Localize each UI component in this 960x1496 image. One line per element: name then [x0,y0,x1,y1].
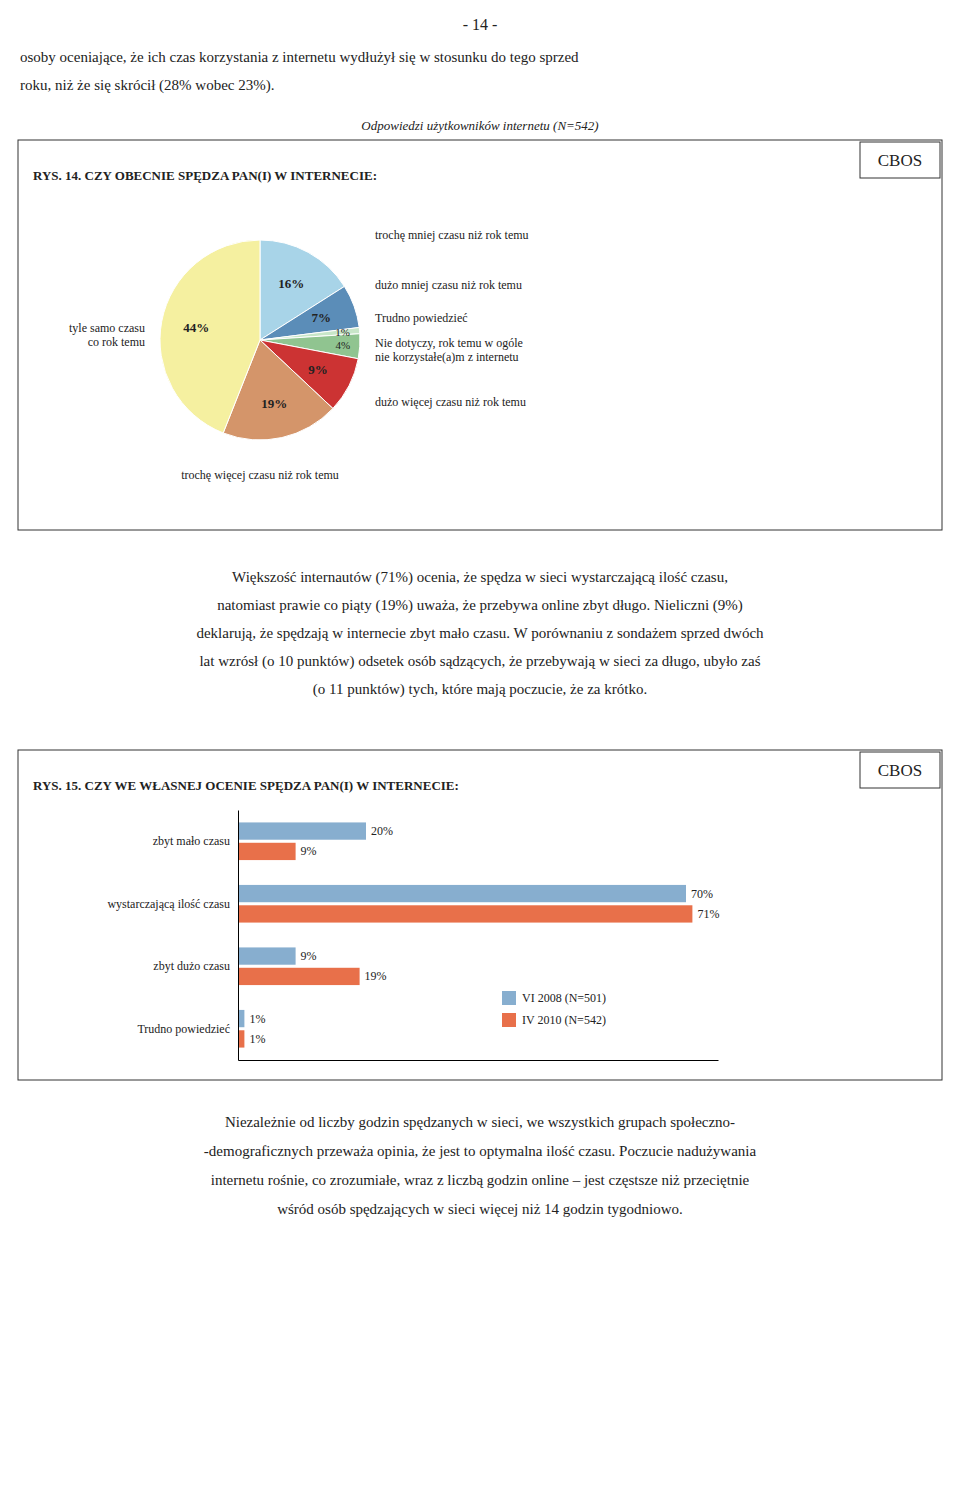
pie-slice [160,240,260,433]
pie-category-label: dużo więcej czasu niż rok temu [375,395,526,409]
legend-label: VI 2008 (N=501) [522,991,606,1005]
bar [238,885,686,902]
bar [238,822,366,839]
pie-slice [260,286,359,340]
paragraph-line: -demograficznych przeważa opinia, że jes… [204,1143,757,1159]
pie-value-label: 7% [311,310,331,325]
y-axis-line [238,811,239,1061]
pie-value-label: 4% [336,339,351,351]
bar-value-label: 9% [301,949,317,963]
source-label: CBOS [878,761,922,780]
pie-category-label: Nie dotyczy, rok temu w ogólenie korzyst… [375,336,523,364]
paragraph-line: roku, niż że się skrócił (28% wobec 23%)… [20,77,275,94]
chart-frame [18,140,942,530]
pie-value-label: 16% [278,276,304,291]
legend-swatch [502,991,516,1005]
y-tick: zbyt mało czasu [153,834,230,848]
pie-value-label: 1% [335,326,350,338]
page-number: - 14 - [463,16,498,33]
y-tick-label: wystarczającą ilość czasu [107,897,230,911]
pie-value-label: 19% [261,396,287,411]
pie-category-label: trochę więcej czasu niż rok temu [181,468,339,482]
pie-category-label: trochę mniej czasu niż rok temu [375,228,529,242]
y-tick: Trudno powiedzieć [137,1022,230,1036]
legend-label: IV 2010 (N=542) [522,1013,606,1027]
pie-category-label: dużo mniej czasu niż rok temu [375,278,522,292]
chart-frame [18,750,942,1080]
y-tick: zbyt dużo czasu [153,959,230,973]
bar-value-label: 20% [371,824,393,838]
bar-value-label: 19% [365,969,387,983]
bar [238,843,296,860]
pie-category-label: tyle samo czasuco rok temu [69,321,145,349]
paragraph-line: wśród osób spędzających w sieci więcej n… [277,1201,683,1217]
bar-value-label: 71% [697,907,719,921]
source-box [860,752,940,788]
paragraph-line: Niezależnie od liczby godzin spędzanych … [225,1114,735,1130]
x-axis [239,1060,719,1061]
x-axis-line [239,1060,719,1061]
bars [238,822,692,1047]
page-svg: - 14 - osoby oceniające, że ich czas korz… [0,0,960,1496]
y-tick-label: zbyt mało czasu [153,834,230,848]
source-label: CBOS [878,151,922,170]
pie-value-label: 9% [308,362,328,377]
paragraph-line: deklarują, że spędzają w internecie zbyt… [196,625,764,641]
chart-subtitle: Odpowiedzi użytkowników internetu (N=542… [361,118,598,133]
y-tick-label: zbyt dużo czasu [153,959,230,973]
y-axis: zbyt mało czasu wystarczającą ilość czasu… [107,811,238,1061]
paragraph-line: lat wzrósł (o 10 punktów) odsetek osób s… [199,653,760,670]
pie-value-label: 44% [183,320,209,335]
legend: VI 2008 (N=501) IV 2010 (N=542) [502,991,606,1027]
bar-value-label: 9% [301,844,317,858]
bar [238,968,360,985]
chart-title: RYS. 14. CZY OBECNIE SPĘDZA PAN(I) W INT… [33,168,377,183]
y-tick-label: Trudno powiedzieć [137,1022,230,1036]
y-tick: wystarczającą ilość czasu [107,897,230,911]
pie: 16% 7% 1%4% 9% 19% 44% trochę mniej czasu niż … [69,228,529,482]
bar-value-label: 70% [691,887,713,901]
bar-value-labels: 20% 70% 9% 1% 9% 71% 19% 1% [249,824,719,1046]
pie-category-label: Trudno powiedzieć [375,311,468,325]
paragraph-line: natomiast prawie co piąty (19%) uważa, ż… [217,597,743,614]
chart-title: RYS. 15. CZY WE WŁASNEJ OCENIE SPĘDZA PA… [33,778,459,793]
paragraph-line: internetu rośnie, co zrozumiałe, wraz z … [211,1172,750,1188]
bar [238,947,296,964]
bar-value-label: 1% [249,1012,265,1026]
paragraph-line: Większość internautów (71%) ocenia, że s… [232,569,728,586]
legend-swatch [502,1013,516,1027]
bar-value-label: 1% [249,1032,265,1046]
paragraph-line: (o 11 punktów) tych, które mają poczucie… [313,681,647,698]
paragraph-line: osoby oceniające, że ich czas korzystani… [20,49,579,65]
bar [238,905,692,922]
source-box [860,142,940,178]
